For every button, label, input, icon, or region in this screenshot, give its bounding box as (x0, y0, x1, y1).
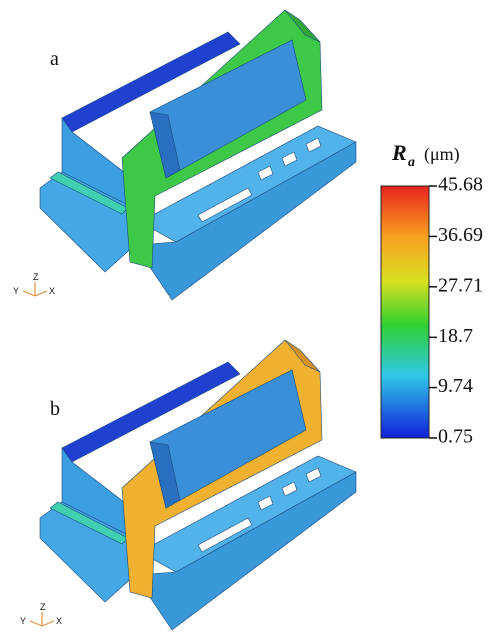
colorbar-unit: (μm) (424, 144, 460, 165)
axis-label: Y (20, 616, 26, 626)
figure: a b R a (μm) 45.68 36.69 27.71 18.7 9.74 0.75… (0, 0, 504, 636)
tick-label: 45.68 (438, 174, 483, 196)
tick-label: 0.75 (438, 426, 473, 448)
axis-label: Z (33, 272, 39, 282)
axis-x (42, 621, 54, 626)
colorbar-subscript: a (408, 155, 415, 170)
tick-label: 9.74 (438, 375, 473, 397)
colorbar (381, 186, 429, 438)
axis-label: X (56, 616, 62, 626)
axis-label: X (49, 286, 55, 296)
axis-y (23, 291, 35, 296)
panel-label: a (50, 48, 59, 70)
tick-label: 27.71 (438, 274, 483, 296)
axis-label: Z (40, 602, 46, 612)
colorbar-ticks: 45.68 36.69 27.71 18.7 9.74 0.75 (429, 174, 483, 448)
axis-x (35, 291, 47, 296)
tick-label: 36.69 (438, 224, 483, 246)
tick-label: 18.7 (438, 325, 473, 347)
axis-label: Y (13, 286, 19, 296)
axis-y (30, 621, 42, 626)
colorbar-symbol: R (391, 140, 407, 165)
panel-label: b (50, 398, 60, 420)
